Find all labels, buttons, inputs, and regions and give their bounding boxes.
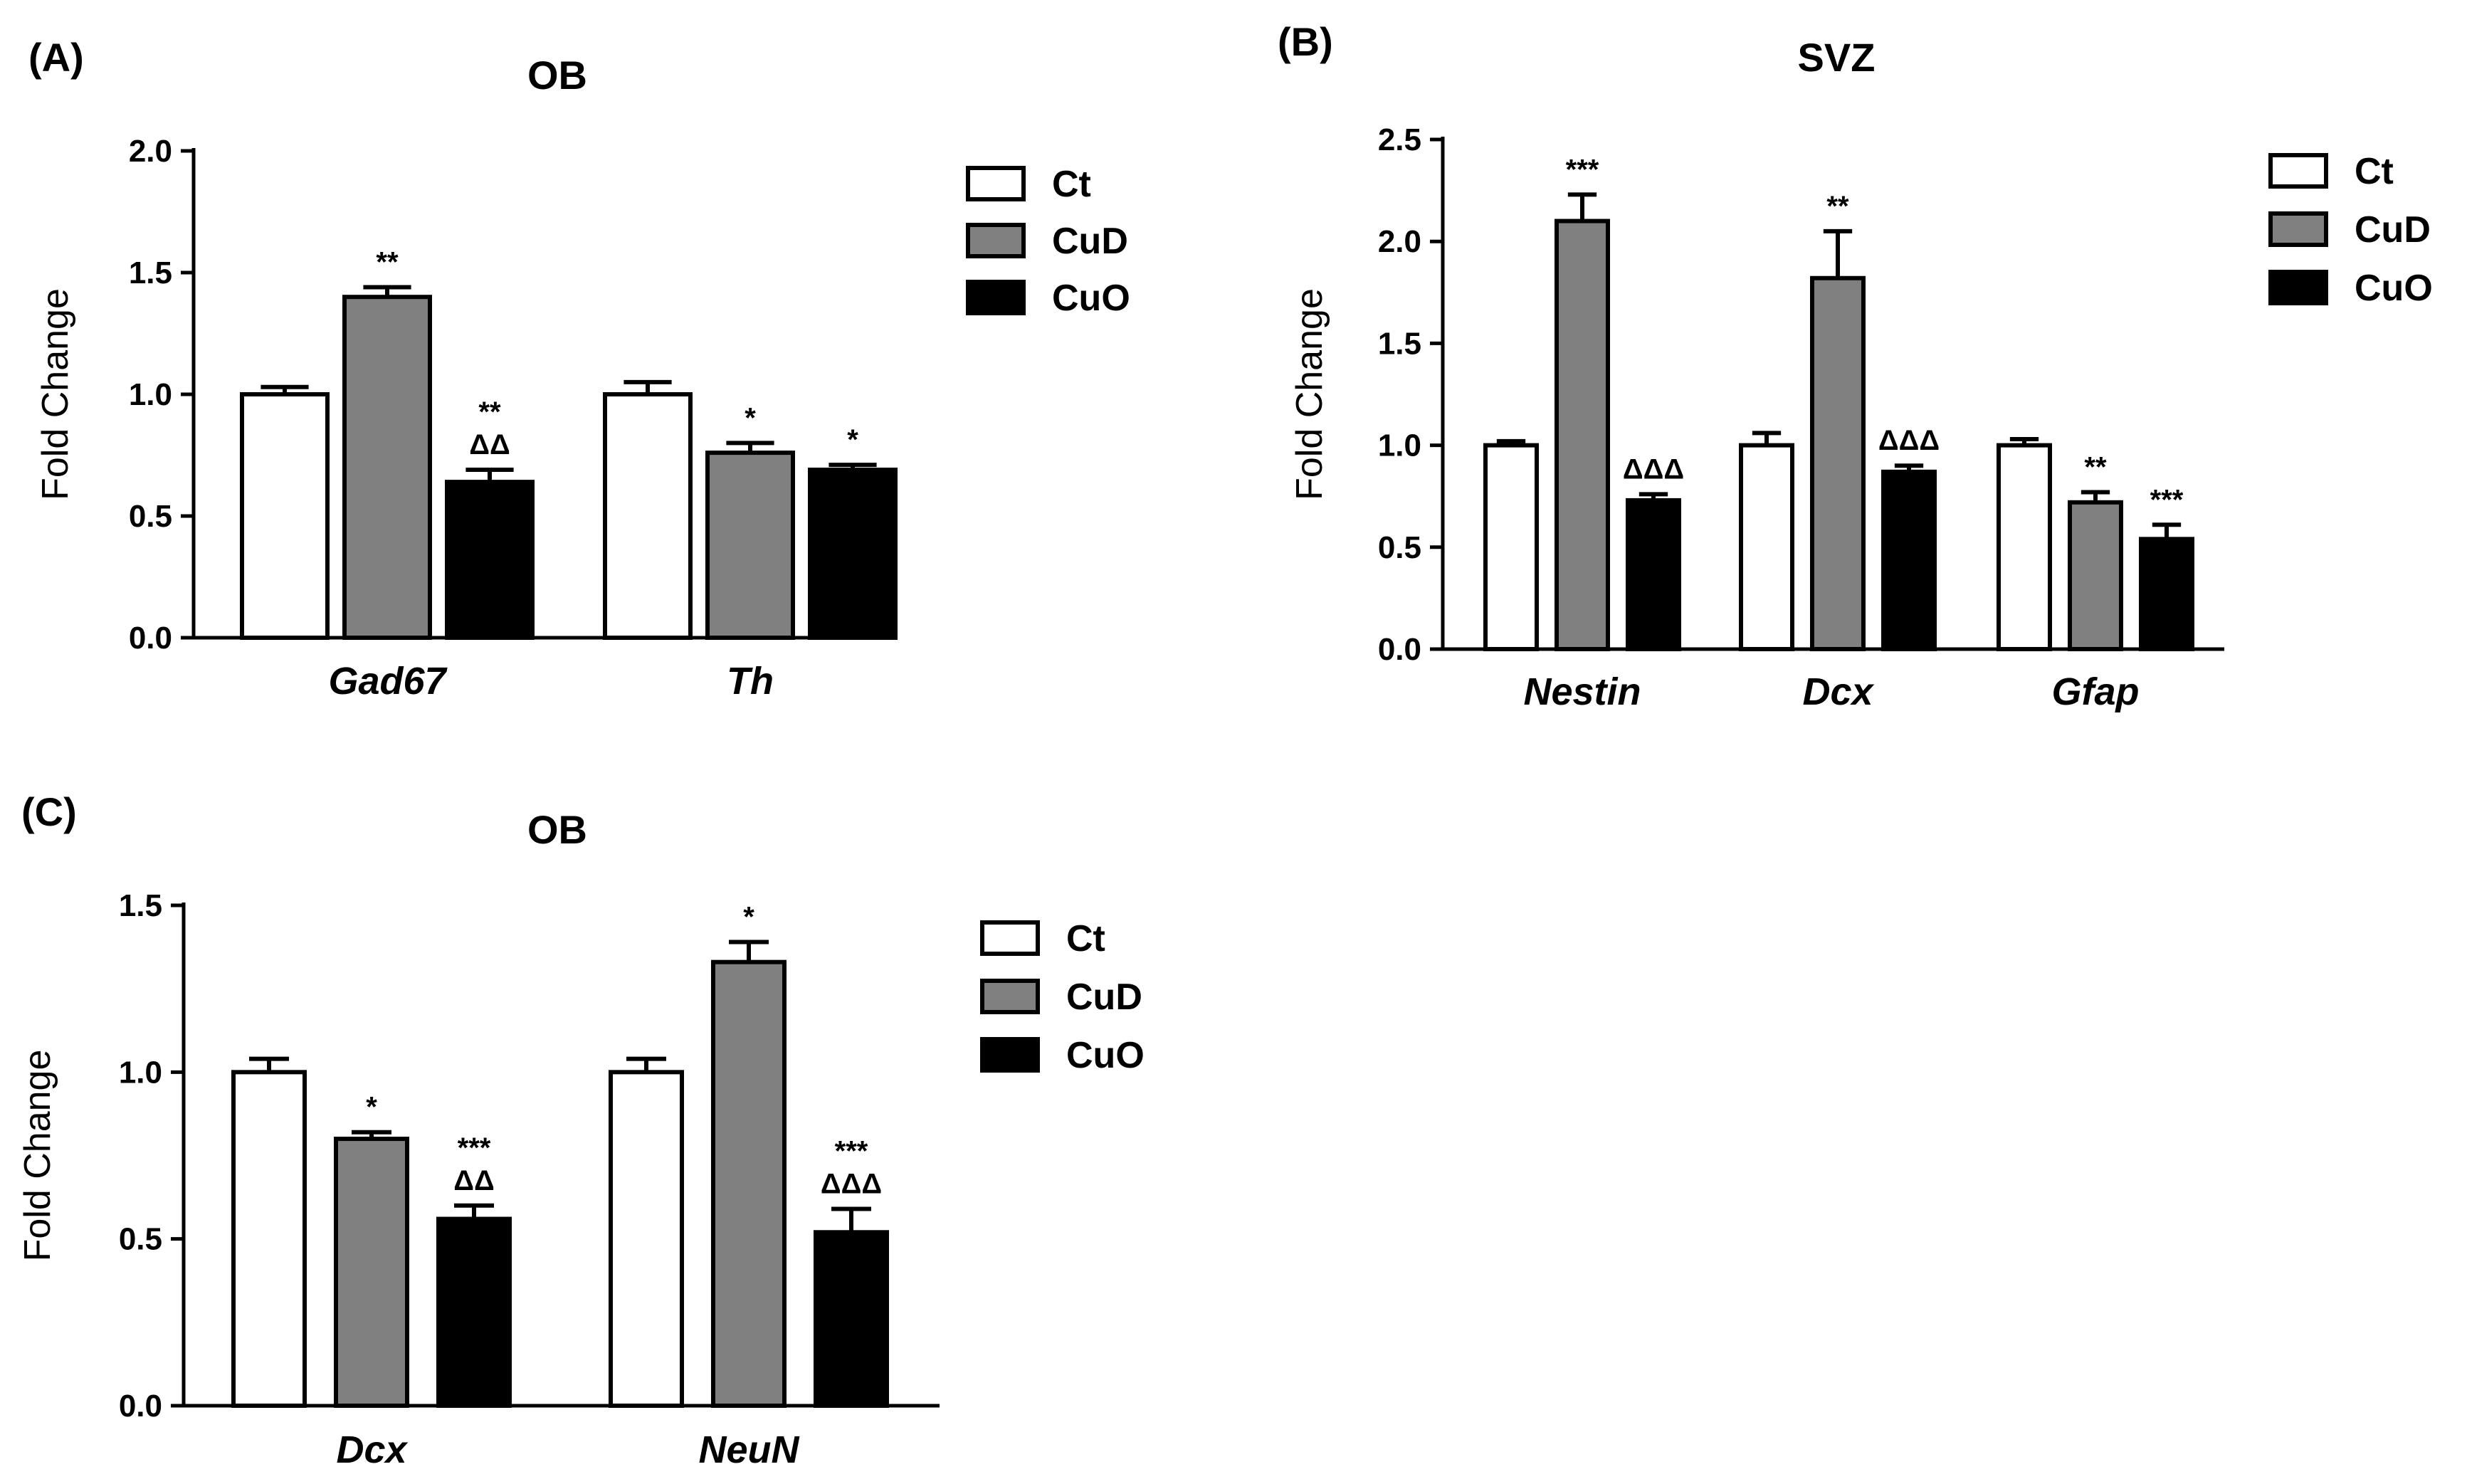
legend-label: Ct [1066, 918, 1105, 959]
significance-annotation: *** [835, 1135, 868, 1167]
significance-annotation: ΔΔ [453, 1165, 495, 1196]
y-tick-label: 0.5 [119, 1222, 162, 1257]
x-category-label: Gad67 [328, 660, 448, 702]
legend-swatch-cud [980, 979, 1040, 1014]
significance-annotation: ** [478, 396, 501, 428]
bar-cuo [1626, 498, 1681, 651]
bar-cuo [808, 468, 898, 641]
bar-ct [231, 1070, 307, 1409]
y-tick-label: 0.5 [129, 499, 172, 534]
y-axis-label: Fold Change [1289, 288, 1330, 500]
legend-swatch-cuo [2268, 270, 2328, 305]
significance-annotation: ΔΔΔ [1623, 453, 1684, 485]
bar-cuo [436, 1216, 512, 1408]
legend-swatch-ct [980, 920, 1040, 956]
legend-label: CuD [1052, 221, 1128, 262]
legend-label: CuD [1066, 977, 1142, 1018]
legend-label: Ct [1052, 164, 1091, 205]
chart-title: OB [527, 807, 587, 852]
legend-swatch-ct [966, 166, 1026, 201]
bar-cud [2068, 500, 2123, 651]
significance-annotation: ΔΔΔ [821, 1168, 882, 1199]
bar-cuo [1881, 469, 1937, 651]
bar-cud [711, 959, 787, 1408]
bar-cud [334, 1137, 409, 1408]
significance-annotation: ** [1826, 191, 1849, 222]
y-tick-label: 0.0 [119, 1389, 162, 1424]
panel-b-chart: (B) SVZ 0.0 0.5 1.0 1.5 2.0 2.5 Fold Change *** ΔΔ… [1278, 19, 2433, 713]
x-category-label: Dcx [1802, 670, 1874, 713]
bar-ct [1997, 443, 2052, 651]
y-tick-label: 2.0 [129, 134, 172, 169]
bar-ct [240, 392, 330, 640]
significance-annotation: * [743, 902, 754, 933]
x-category-label: Nestin [1523, 670, 1641, 713]
y-tick-label: 1.0 [1378, 428, 1421, 463]
legend-label: CuO [1052, 278, 1130, 319]
x-category-label: Dcx [336, 1428, 408, 1471]
significance-annotation: ΔΔ [469, 429, 510, 461]
chart-title: SVZ [1798, 35, 1876, 80]
significance-annotation: *** [2150, 484, 2184, 515]
x-category-label: NeuN [698, 1428, 799, 1471]
legend-swatch-cud [966, 223, 1026, 258]
y-tick-label: 0.0 [129, 621, 172, 656]
bar-cud [1810, 275, 1866, 651]
legend-label: CuO [2355, 268, 2433, 309]
y-tick-label: 1.5 [1378, 326, 1421, 361]
significance-annotation: ΔΔΔ [1878, 425, 1940, 456]
x-category-label: Th [727, 660, 774, 702]
panel-label: (C) [21, 789, 77, 834]
bar-ct [1483, 443, 1539, 651]
y-tick-label: 1.0 [119, 1055, 162, 1090]
legend-label: CuO [1066, 1035, 1145, 1076]
bar-ct [603, 392, 693, 640]
bar-cuo [445, 480, 535, 640]
significance-annotation: * [366, 1092, 377, 1123]
significance-annotation: *** [458, 1132, 491, 1164]
significance-annotation: * [745, 402, 756, 433]
y-axis-label: Fold Change [17, 1050, 58, 1262]
significance-annotation: * [847, 424, 858, 456]
bar-ct [1739, 443, 1794, 651]
bar-cud [342, 295, 432, 640]
legend-swatch-ct [2268, 153, 2328, 189]
legend-swatch-cuo [966, 280, 1026, 315]
significance-annotation: ** [376, 247, 399, 278]
y-tick-label: 1.5 [129, 256, 172, 290]
legend-label: CuD [2355, 209, 2431, 251]
bar-ct [609, 1070, 684, 1409]
bar-cud [705, 451, 795, 641]
panel-label: (B) [1278, 19, 1333, 64]
bar-cuo [814, 1230, 889, 1408]
y-tick-label: 2.5 [1378, 122, 1421, 157]
bar-cuo [2139, 537, 2194, 651]
x-category-label: Gfap [2051, 670, 2139, 713]
legend-label: Ct [2355, 151, 2394, 192]
significance-annotation: ** [2084, 451, 2107, 483]
significance-annotation: *** [1566, 154, 1599, 185]
y-tick-label: 0.0 [1378, 632, 1421, 667]
y-tick-label: 0.5 [1378, 530, 1421, 565]
y-tick-label: 2.0 [1378, 224, 1421, 259]
panel-label: (A) [28, 35, 84, 80]
chart-title: OB [527, 53, 587, 98]
bar-cud [1555, 219, 1610, 651]
y-axis-label: Fold Change [35, 288, 76, 500]
legend-swatch-cuo [980, 1037, 1040, 1073]
y-tick-label: 1.5 [119, 888, 162, 923]
legend-swatch-cud [2268, 211, 2328, 247]
y-tick-label: 1.0 [129, 377, 172, 412]
